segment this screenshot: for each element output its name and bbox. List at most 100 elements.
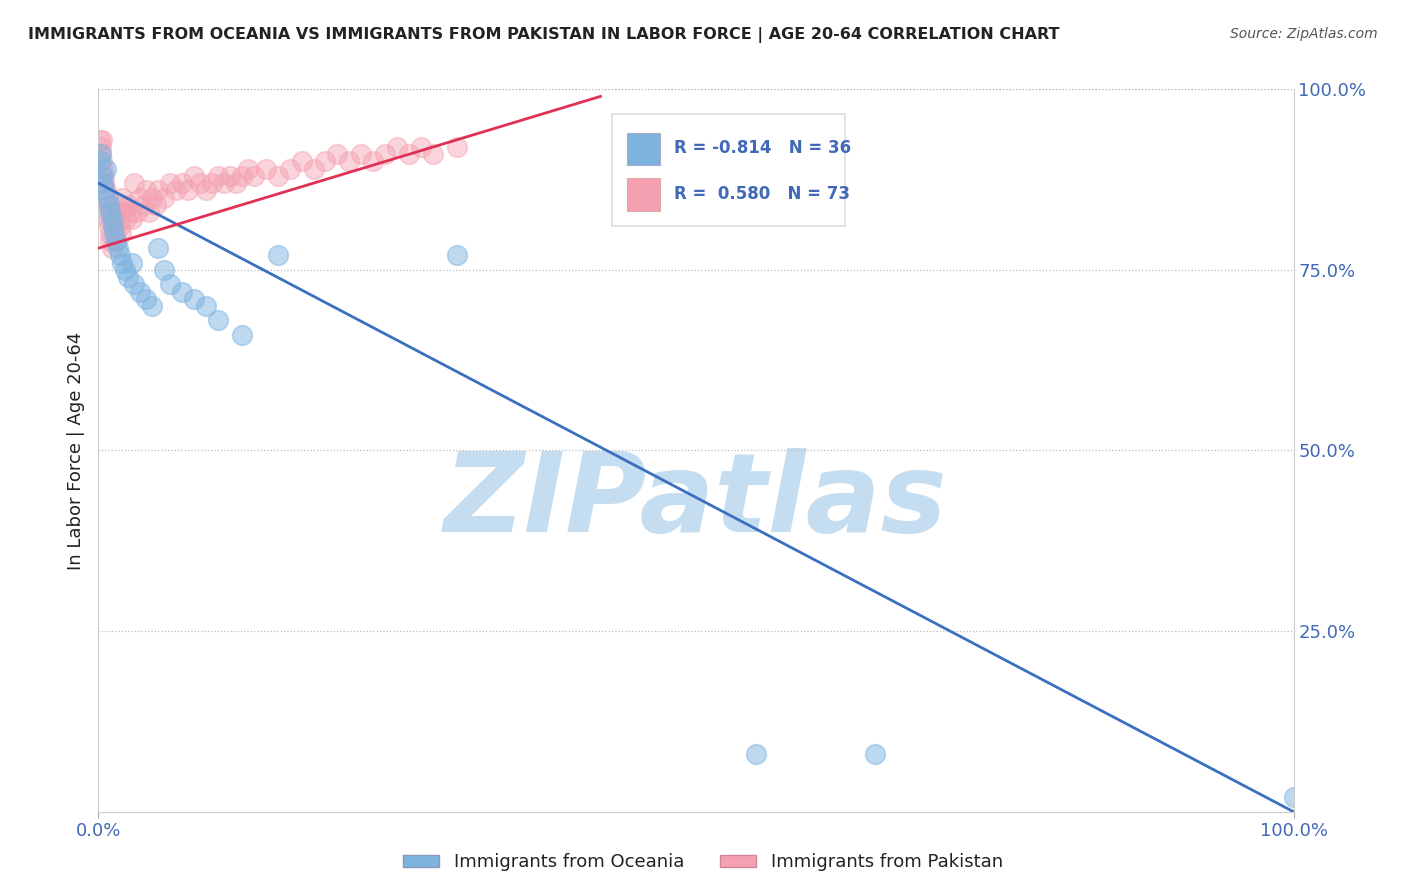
Point	[398, 147, 420, 161]
Point	[100, 212, 122, 227]
Point	[97, 191, 120, 205]
Point	[94, 191, 117, 205]
Point	[315, 154, 337, 169]
Point	[90, 147, 112, 161]
Point	[132, 198, 155, 212]
Point	[207, 169, 229, 183]
Text: R =  0.580   N = 73: R = 0.580 N = 73	[675, 185, 851, 203]
Point	[195, 183, 218, 197]
Y-axis label: In Labor Force | Age 20-64: In Labor Force | Age 20-64	[66, 331, 84, 570]
Point	[172, 176, 194, 190]
Text: Source: ZipAtlas.com: Source: ZipAtlas.com	[1230, 27, 1378, 41]
Point	[231, 327, 253, 342]
Point	[374, 147, 396, 161]
Point	[267, 248, 290, 262]
Point	[236, 161, 259, 176]
Point	[114, 205, 136, 219]
Point	[411, 140, 433, 154]
Text: IMMIGRANTS FROM OCEANIA VS IMMIGRANTS FROM PAKISTAN IN LABOR FORCE | AGE 20-64 C: IMMIGRANTS FROM OCEANIA VS IMMIGRANTS FR…	[28, 27, 1060, 43]
Point	[101, 212, 124, 227]
Bar	[627, 133, 661, 165]
Point	[219, 169, 242, 183]
Point	[148, 241, 170, 255]
Point	[278, 161, 301, 176]
Point	[177, 183, 200, 197]
Text: ZIPatlas: ZIPatlas	[444, 448, 948, 555]
Point	[90, 140, 112, 154]
Point	[90, 147, 112, 161]
Point	[96, 198, 118, 212]
Point	[100, 241, 122, 255]
Point	[89, 154, 111, 169]
Bar	[627, 178, 661, 211]
Point	[302, 161, 325, 176]
Point	[326, 147, 349, 161]
Point	[120, 205, 142, 219]
Point	[446, 248, 468, 262]
Point	[91, 133, 114, 147]
Point	[117, 198, 139, 212]
Point	[91, 161, 114, 176]
Point	[91, 169, 114, 183]
Point	[108, 219, 131, 234]
Point	[135, 183, 157, 197]
Point	[291, 154, 314, 169]
FancyBboxPatch shape	[613, 114, 845, 227]
Point	[865, 747, 887, 761]
Point	[103, 219, 125, 234]
Point	[93, 169, 115, 183]
Point	[141, 191, 163, 205]
Point	[98, 234, 122, 248]
Point	[446, 140, 468, 154]
Point	[110, 227, 132, 241]
Point	[745, 747, 768, 761]
Point	[165, 183, 187, 197]
Point	[172, 285, 194, 299]
Point	[148, 183, 170, 197]
Point	[243, 169, 266, 183]
Point	[124, 176, 146, 190]
Point	[225, 176, 247, 190]
Point	[385, 140, 409, 154]
Point	[94, 183, 117, 197]
Point	[93, 183, 115, 197]
Text: R = -0.814   N = 36: R = -0.814 N = 36	[675, 139, 852, 158]
Point	[107, 241, 129, 255]
Point	[267, 169, 290, 183]
Point	[129, 285, 152, 299]
Point	[105, 234, 128, 248]
Point	[98, 198, 121, 212]
Point	[201, 176, 224, 190]
Point	[159, 277, 181, 292]
Point	[138, 205, 160, 219]
Point	[94, 161, 117, 176]
Point	[145, 198, 167, 212]
Point	[363, 154, 385, 169]
Point	[101, 219, 124, 234]
Point	[124, 277, 146, 292]
Point	[103, 227, 125, 241]
Point	[96, 205, 118, 219]
Point	[115, 212, 138, 227]
Point	[93, 176, 115, 190]
Point	[207, 313, 229, 327]
Point	[188, 176, 211, 190]
Point	[114, 262, 136, 277]
Point	[183, 169, 205, 183]
Point	[107, 205, 129, 219]
Point	[91, 176, 114, 190]
Point	[117, 270, 139, 285]
Point	[121, 255, 143, 269]
Point	[183, 292, 205, 306]
Point	[422, 147, 444, 161]
Point	[153, 262, 176, 277]
Point	[195, 299, 218, 313]
Point	[1282, 790, 1305, 805]
Point	[129, 191, 152, 205]
Point	[212, 176, 235, 190]
Point	[153, 191, 176, 205]
Point	[89, 133, 111, 147]
Point	[121, 212, 143, 227]
Point	[111, 255, 134, 269]
Point	[104, 227, 127, 241]
